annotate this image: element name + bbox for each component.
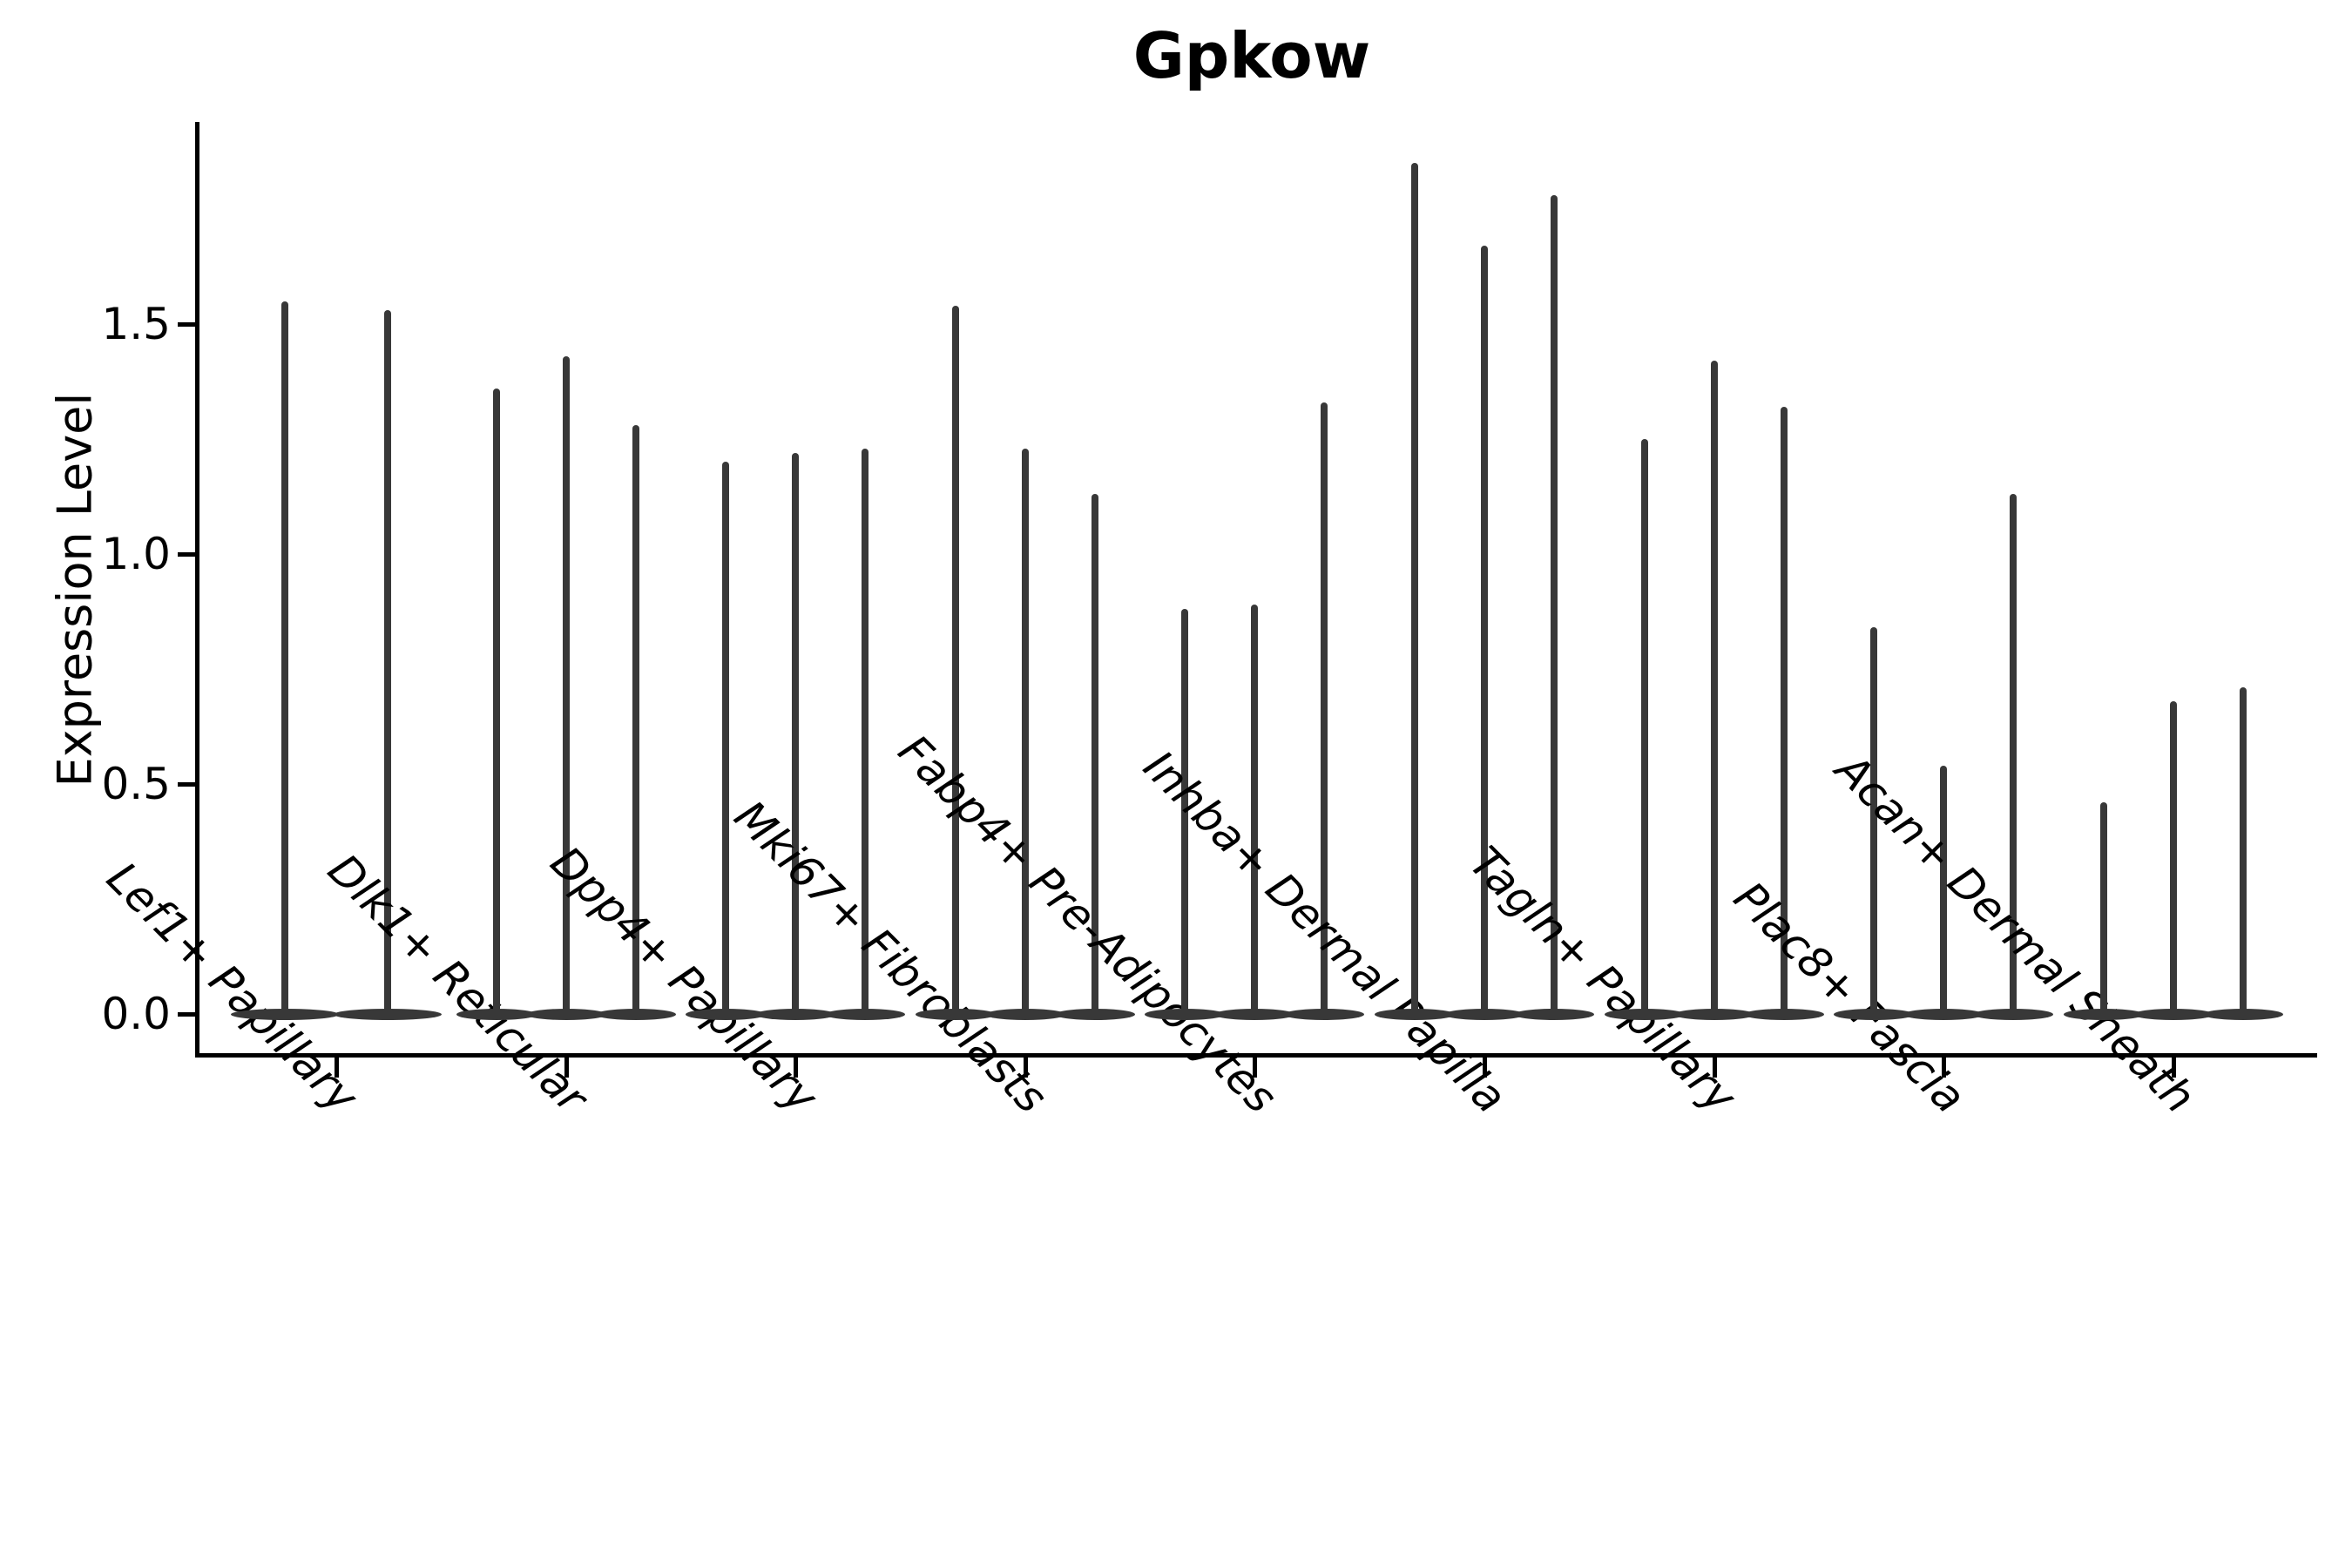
y-tick-mark xyxy=(178,322,199,327)
x-tick-mark xyxy=(1712,1058,1717,1078)
x-tick-mark xyxy=(335,1058,339,1078)
x-tick-label: Fabp4+ Pre-Adipocytes xyxy=(888,725,1287,1124)
violin-spike xyxy=(1021,448,1029,1017)
violin-spike xyxy=(722,462,730,1017)
y-tick-label: 1.0 xyxy=(101,529,171,579)
x-tick-mark xyxy=(1023,1058,1028,1078)
violin-spike xyxy=(1411,163,1418,1017)
violin-spike xyxy=(492,388,500,1017)
x-tick-mark xyxy=(794,1058,799,1078)
x-tick-mark xyxy=(564,1058,569,1078)
y-axis-spine xyxy=(195,122,199,1057)
violin-spike xyxy=(1710,361,1718,1017)
y-tick-label: 0.5 xyxy=(101,759,171,809)
violin-spike xyxy=(281,301,288,1017)
y-axis-label: Expression Level xyxy=(47,392,103,787)
y-tick-label: 0.0 xyxy=(101,989,171,1039)
violin-spike xyxy=(792,452,800,1017)
violin-spike xyxy=(862,448,869,1017)
violin-spike xyxy=(1551,195,1558,1017)
violin-spike xyxy=(2239,687,2247,1017)
x-axis-spine xyxy=(195,1053,2317,1058)
violin-spike xyxy=(2099,802,2107,1017)
violin-spike xyxy=(951,305,959,1017)
violin-spike xyxy=(1640,439,1648,1017)
violin-spike xyxy=(2010,494,2017,1017)
violin-spike xyxy=(1870,627,1878,1017)
x-tick-mark xyxy=(2171,1058,2176,1078)
violin-spike xyxy=(1940,765,1948,1017)
y-tick-mark xyxy=(178,782,199,787)
violin-spike xyxy=(1251,605,1259,1017)
x-tick-mark xyxy=(1483,1058,1487,1078)
x-tick-mark xyxy=(1253,1058,1258,1078)
x-tick-label: Plac8+ Fascia xyxy=(1724,872,1976,1124)
violin-spike xyxy=(1321,402,1328,1017)
y-tick-mark xyxy=(178,552,199,557)
violin-spike xyxy=(632,425,639,1017)
y-tick-mark xyxy=(178,1012,199,1017)
y-tick-label: 1.5 xyxy=(101,299,171,349)
violin-spike xyxy=(562,355,570,1017)
x-tick-mark xyxy=(1942,1058,1947,1078)
violin-spike xyxy=(1780,407,1788,1017)
chart-title: Gpkow xyxy=(1132,19,1371,92)
violin-spike xyxy=(1481,246,1488,1017)
violin-spike xyxy=(1091,494,1098,1017)
violin-spike xyxy=(2169,700,2177,1017)
x-tick-label: Lef1+ Papillary xyxy=(97,852,368,1124)
violin-spike xyxy=(1181,609,1189,1017)
violin-spike xyxy=(384,310,391,1017)
